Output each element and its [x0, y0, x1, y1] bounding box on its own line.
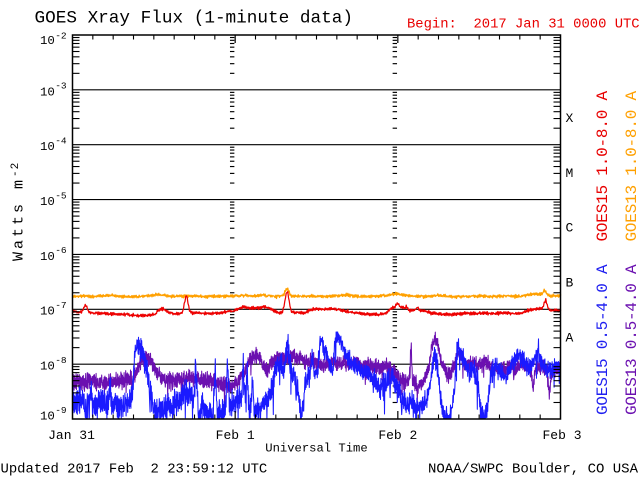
svg-text:10: 10: [40, 140, 55, 154]
svg-text:Feb 3: Feb 3: [542, 428, 581, 443]
svg-text:-9: -9: [55, 405, 67, 416]
svg-text:GOES15 0.5-4.0 A: GOES15 0.5-4.0 A: [594, 264, 612, 415]
svg-text:Begin: 2017 Jan 31 0000 UTC: Begin: 2017 Jan 31 0000 UTC: [407, 17, 640, 33]
svg-text:C: C: [566, 221, 574, 236]
svg-text:10: 10: [40, 305, 55, 319]
svg-text:10: 10: [40, 409, 55, 423]
svg-text:10: 10: [40, 360, 55, 374]
svg-text:-6: -6: [55, 245, 67, 256]
svg-text:10: 10: [40, 85, 55, 99]
svg-text:Feb 2: Feb 2: [378, 428, 417, 443]
svg-text:GOES13 0.5-4.0 A: GOES13 0.5-4.0 A: [623, 264, 640, 415]
svg-text:Jan 31: Jan 31: [48, 428, 95, 443]
svg-text:X: X: [566, 111, 574, 126]
svg-text:-3: -3: [55, 81, 67, 92]
svg-text:GOES Xray Flux (1-minute data): GOES Xray Flux (1-minute data): [35, 9, 353, 29]
svg-text:Updated 2017 Feb 2 23:59:12 U: Updated 2017 Feb 2 23:59:12 UTC: [1, 462, 268, 478]
svg-text:-4: -4: [55, 136, 67, 147]
svg-text:A: A: [566, 330, 574, 345]
svg-text:-2: -2: [10, 162, 22, 177]
svg-text:10: 10: [40, 34, 55, 48]
svg-text:NOAA/SWPC Boulder, CO USA: NOAA/SWPC Boulder, CO USA: [428, 462, 639, 478]
svg-text:10: 10: [40, 195, 55, 209]
svg-text:-2: -2: [55, 30, 67, 41]
svg-text:Feb 1: Feb 1: [216, 428, 255, 443]
svg-text:10: 10: [40, 250, 55, 264]
svg-text:B: B: [566, 276, 574, 291]
svg-text:-5: -5: [55, 190, 67, 201]
svg-text:M: M: [566, 166, 574, 181]
svg-text:-7: -7: [55, 300, 66, 311]
svg-text:-8: -8: [55, 355, 67, 366]
svg-text:Watts m: Watts m: [11, 177, 28, 261]
svg-text:Universal Time: Universal Time: [265, 442, 367, 456]
svg-text:GOES13 1.0-8.0 A: GOES13 1.0-8.0 A: [623, 90, 640, 241]
svg-text:GOES15 1.0-8.0 A: GOES15 1.0-8.0 A: [594, 90, 612, 241]
